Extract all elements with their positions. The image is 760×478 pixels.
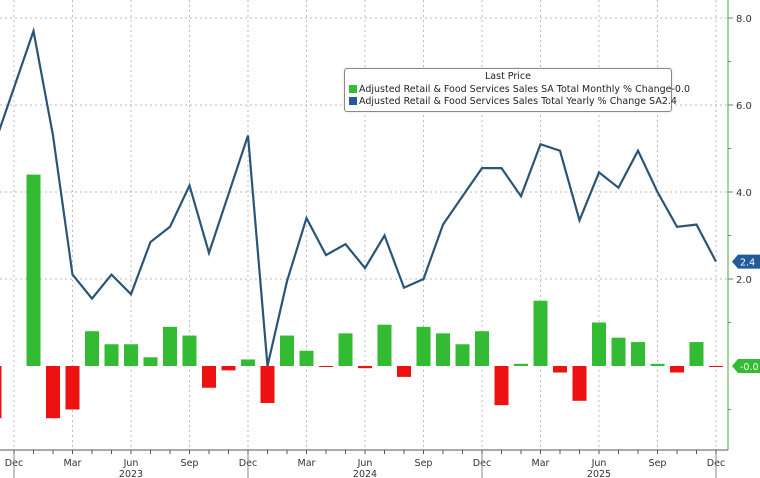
svg-text:Jun: Jun [123, 458, 139, 469]
svg-text:2025: 2025 [587, 469, 611, 478]
svg-text:-0.0: -0.0 [740, 362, 759, 373]
svg-text:Mar: Mar [64, 458, 82, 469]
svg-text:6.0: 6.0 [736, 101, 752, 112]
svg-text:Sep: Sep [649, 458, 667, 469]
svg-text:4.0: 4.0 [736, 188, 752, 199]
monthly-change-bars [0, 174, 723, 419]
yearly-change-line [0, 26, 717, 367]
svg-text:Mar: Mar [532, 458, 550, 469]
svg-text:Mar: Mar [298, 458, 316, 469]
legend-item-monthly: Adjusted Retail & Food Services Sales SA… [345, 83, 690, 95]
legend-item-yearly: Adjusted Retail & Food Services Sales To… [345, 95, 677, 107]
svg-text:Sep: Sep [181, 458, 199, 469]
green-swatch-icon [349, 85, 357, 93]
svg-text:8.0: 8.0 [736, 14, 752, 25]
svg-text:Jun: Jun [591, 458, 607, 469]
blue-swatch-icon [349, 97, 357, 105]
svg-text:Jun: Jun [357, 458, 373, 469]
svg-text:2.0: 2.0 [736, 275, 752, 286]
svg-text:2.4: 2.4 [740, 258, 755, 269]
svg-text:2023: 2023 [119, 469, 143, 478]
chart-legend: Last Price Adjusted Retail & Food Servic… [344, 68, 690, 112]
svg-text:Sep: Sep [415, 458, 433, 469]
legend-title: Last Price [485, 71, 531, 82]
svg-text:2024: 2024 [353, 469, 377, 478]
